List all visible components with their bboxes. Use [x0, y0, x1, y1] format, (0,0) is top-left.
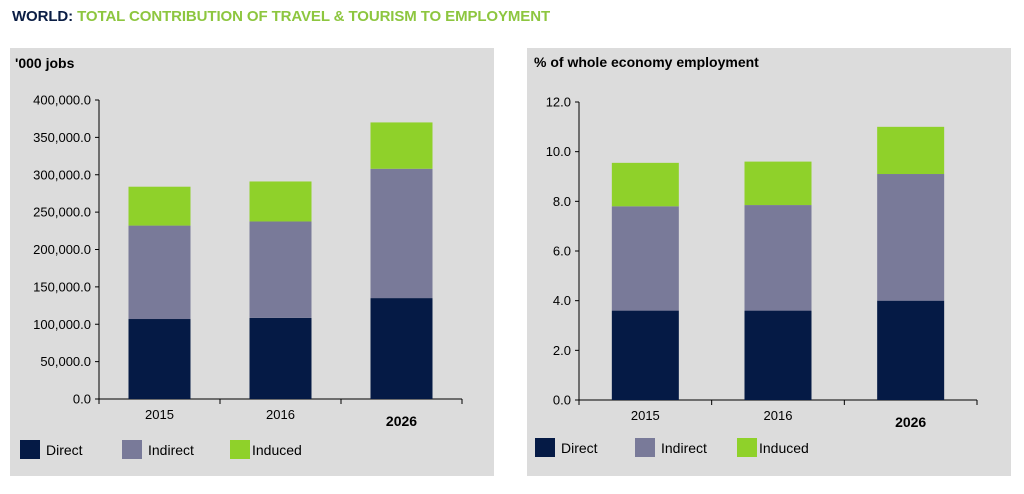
employment-share-chart-panel: % of whole economy employment 0.0 2.0 4.0 6.… — [527, 48, 1011, 476]
bar-induced-2026 — [370, 122, 433, 169]
bar-indirect-2026 — [370, 168, 433, 299]
jobs-chart: '000 jobs 0.0 50,000.0 100,000.0 150,000.0 20… — [15, 55, 463, 459]
y-tick-label: 200,000.0 — [33, 242, 91, 257]
legend-label-direct: Direct — [561, 440, 598, 456]
heading-prefix: WORLD: — [12, 8, 74, 25]
legend-swatch-direct — [535, 438, 555, 457]
unit-label: '000 jobs — [15, 55, 75, 71]
legend-label-indirect: Indirect — [148, 442, 194, 458]
y-tick-label: 6.0 — [553, 244, 571, 259]
bar-induced-2015 — [611, 162, 679, 207]
y-tick-label: 0.0 — [73, 392, 91, 407]
bar-indirect-2015 — [611, 206, 679, 311]
bar-direct-2026 — [370, 298, 433, 399]
legend-swatch-indirect — [122, 440, 142, 459]
bar-indirect-2016 — [744, 205, 812, 311]
bar-indirect-2026 — [877, 174, 945, 301]
y-tick-label: 100,000.0 — [33, 317, 91, 332]
legend-label-direct: Direct — [46, 442, 83, 458]
bar-direct-2015 — [128, 319, 191, 399]
x-tick-label: 2015 — [631, 408, 660, 423]
bar-indirect-2015 — [128, 225, 191, 320]
x-tick-label: 2016 — [764, 408, 793, 423]
y-tick-label: 8.0 — [553, 194, 571, 209]
y-tick-label: 4.0 — [553, 293, 571, 308]
legend-swatch-induced — [737, 438, 757, 457]
bar-induced-2026 — [877, 126, 945, 175]
page-heading: WORLD: TOTAL CONTRIBUTION OF TRAVEL & TO… — [12, 8, 550, 25]
y-tick-label: 400,000.0 — [33, 93, 91, 108]
jobs-chart-panel: '000 jobs 0.0 50,000.0 100,000.0 150,000.0 20… — [10, 48, 494, 476]
y-tick-label: 50,000.0 — [40, 354, 91, 369]
employment-share-chart: % of whole economy employment 0.0 2.0 4.0 6.… — [534, 54, 978, 457]
y-tick-label: 10.0 — [546, 144, 571, 159]
bar-indirect-2016 — [249, 221, 312, 318]
y-tick-label: 2.0 — [553, 343, 571, 358]
y-tick-label: 300,000.0 — [33, 167, 91, 182]
y-tick-label: 12.0 — [546, 95, 571, 110]
unit-label: % of whole economy employment — [534, 54, 759, 70]
bar-direct-2016 — [249, 317, 312, 399]
bar-induced-2016 — [744, 161, 812, 206]
y-tick-label: 350,000.0 — [33, 130, 91, 145]
legend-label-induced: Induced — [252, 442, 302, 458]
y-tick-label: 150,000.0 — [33, 279, 91, 294]
bar-direct-2026 — [877, 300, 945, 400]
legend-swatch-indirect — [635, 438, 655, 457]
bar-direct-2016 — [744, 310, 812, 400]
bar-direct-2015 — [611, 310, 679, 400]
x-tick-label: 2016 — [266, 407, 295, 422]
x-tick-label: 2026 — [386, 413, 417, 429]
x-tick-label: 2026 — [895, 414, 926, 430]
x-tick-label: 2015 — [145, 407, 174, 422]
bar-induced-2015 — [128, 186, 191, 226]
y-tick-label: 250,000.0 — [33, 205, 91, 220]
bar-induced-2016 — [249, 181, 312, 222]
y-tick-label: 0.0 — [553, 393, 571, 408]
legend-swatch-induced — [230, 440, 250, 459]
legend-label-indirect: Indirect — [661, 440, 707, 456]
legend-swatch-direct — [20, 440, 40, 459]
heading-title: TOTAL CONTRIBUTION OF TRAVEL & TOURISM T… — [77, 8, 551, 25]
legend-label-induced: Induced — [759, 440, 809, 456]
